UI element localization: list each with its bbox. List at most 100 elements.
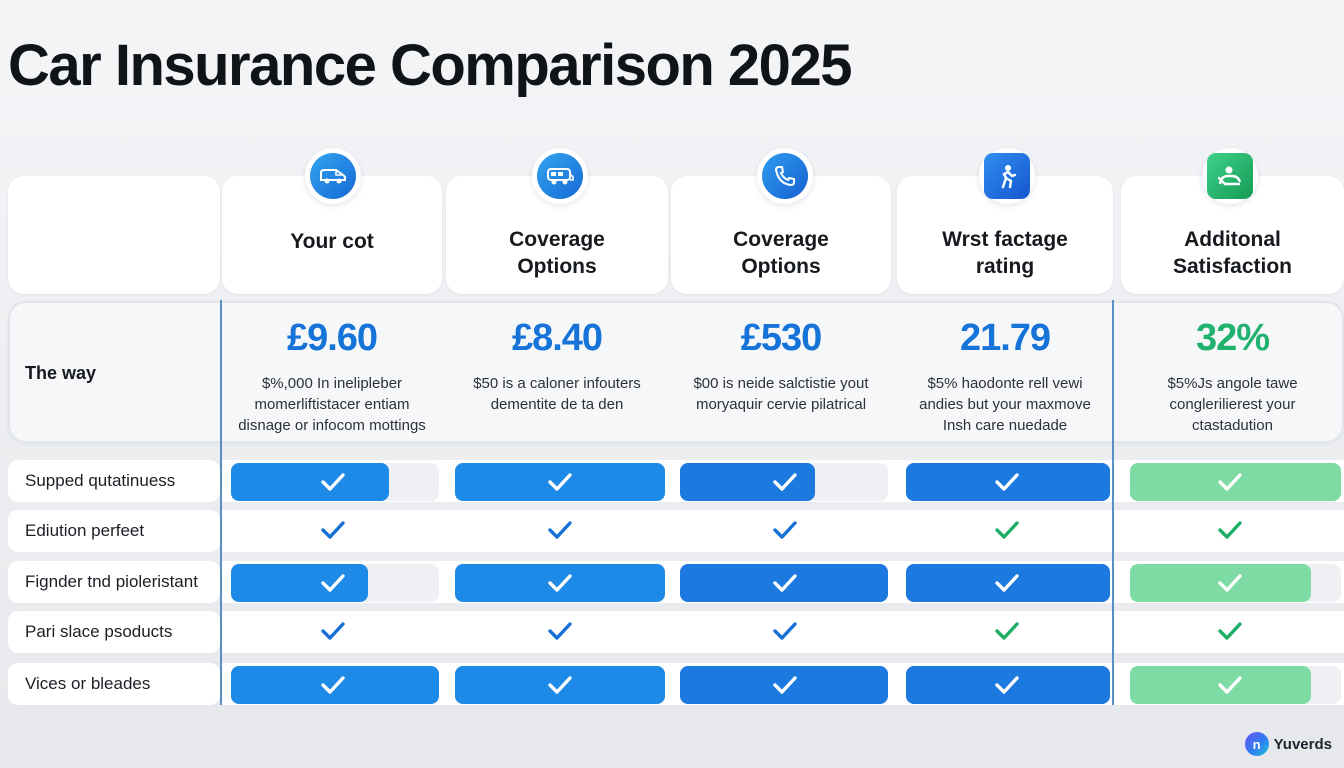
level-bar-fill	[906, 463, 1110, 501]
check-icon	[994, 519, 1020, 541]
price-value: 32%	[1195, 317, 1270, 359]
check-icon	[1217, 674, 1243, 696]
comparison-cell[interactable]	[906, 666, 1110, 704]
comparison-cell[interactable]	[680, 666, 888, 704]
column-header-line: Wrst factage	[942, 228, 1068, 251]
level-bar-fill	[680, 666, 888, 704]
level-bar-fill	[455, 564, 665, 602]
van-icon	[310, 153, 356, 199]
level-bar-fill	[680, 463, 815, 501]
camper-van-icon	[537, 153, 583, 199]
row-label: Fignder tnd pioleristant	[8, 561, 220, 603]
column-header-line: Your cot	[290, 230, 374, 253]
level-bar-fill	[231, 463, 389, 501]
description-line: $00 is neide salctistie yout	[693, 375, 869, 392]
description-line: dementite de ta den	[490, 396, 624, 413]
check-icon	[772, 471, 798, 493]
level-bar-fill	[455, 666, 665, 704]
comparison-cell[interactable]	[455, 666, 665, 704]
column-header-title: Additonal Satisfaction	[1121, 226, 1344, 280]
column-header-title: Your cot	[222, 228, 442, 255]
price-value: 21.79	[959, 317, 1051, 359]
level-bar-fill	[231, 564, 368, 602]
comparison-cell[interactable]	[680, 463, 888, 501]
price-row-label: The way	[25, 363, 97, 383]
description-line: disnage or infocom mottings	[238, 417, 426, 434]
logo-mark: n	[1244, 732, 1269, 756]
column-header-line: Coverage	[733, 228, 829, 251]
comparison-cell[interactable]	[455, 564, 665, 602]
price-description: $%,000 In inelipleber momerliftistacer en…	[226, 373, 438, 436]
price-value: £530	[740, 317, 823, 359]
check-icon	[994, 572, 1020, 594]
page-title: Car Insurance Comparison 2025	[8, 33, 852, 98]
row-label: Pari slace psoducts	[8, 611, 220, 653]
description-line: andies but your maxmove	[919, 396, 1091, 413]
person-rating-icon	[984, 153, 1030, 199]
description-line: $5%Js angole tawe	[1167, 375, 1298, 392]
level-bar-fill	[906, 666, 1110, 704]
description-line: Insh care nuedade	[942, 417, 1068, 434]
check-icon	[320, 572, 346, 594]
check-icon	[1217, 471, 1243, 493]
check-icon	[547, 572, 573, 594]
header-corner-cell	[8, 176, 220, 294]
column-header-line: Options	[517, 255, 597, 278]
comparison-cell[interactable]	[906, 564, 1110, 602]
brand-logo: n Yuverds	[1244, 732, 1332, 756]
check-icon	[547, 620, 573, 642]
column-icon-badge	[1202, 148, 1258, 204]
check-icon	[320, 519, 346, 541]
column-header-title: Wrst factage rating	[897, 226, 1113, 280]
price-value: £8.40	[511, 317, 603, 359]
phone-support-icon	[762, 153, 808, 199]
check-icon	[1217, 620, 1243, 642]
check-icon	[772, 572, 798, 594]
price-description: $5% haodonte rell vewi andies but your ma…	[901, 373, 1109, 436]
check-icon	[994, 674, 1020, 696]
satisfaction-icon	[1207, 153, 1253, 199]
comparison-cell[interactable]	[906, 463, 1110, 501]
comparison-cell[interactable]	[455, 463, 665, 501]
column-icon-badge	[757, 148, 813, 204]
table-row	[222, 510, 1344, 552]
description-line: $%,000 In inelipleber	[261, 375, 403, 392]
column-header-title: Coverage Options	[671, 226, 891, 280]
table-row	[222, 611, 1344, 653]
level-bar-fill	[906, 564, 1110, 602]
row-label: Vices or bleades	[8, 663, 220, 705]
description-line: conglerilierest your	[1169, 396, 1296, 413]
check-icon	[1217, 572, 1243, 594]
price-row	[8, 301, 1344, 443]
description-line: moryaquir cervie pilatrical	[695, 396, 867, 413]
description-line: $50 is a caloner infouters	[473, 375, 641, 392]
column-icon-badge	[979, 148, 1035, 204]
description-line: $5% haodonte rell vewi	[927, 375, 1083, 392]
column-divider-left	[220, 300, 222, 705]
check-icon	[772, 620, 798, 642]
check-icon	[320, 620, 346, 642]
check-icon	[1217, 519, 1243, 541]
column-header-line: Additonal	[1184, 228, 1281, 251]
column-divider-right	[1112, 300, 1114, 705]
price-description: $00 is neide salctistie yout moryaquir ce…	[675, 373, 887, 415]
column-icon-badge	[532, 148, 588, 204]
check-icon	[772, 674, 798, 696]
row-label: Ediution perfeet	[8, 510, 220, 552]
check-icon	[994, 471, 1020, 493]
price-description: $50 is a caloner infouters dementite de t…	[450, 373, 664, 415]
level-bar-fill	[680, 564, 888, 602]
logo-text: Yuverds	[1273, 735, 1332, 753]
description-line: momerliftistacer entiam	[254, 396, 410, 413]
check-icon	[772, 519, 798, 541]
column-header-line: Coverage	[509, 228, 605, 251]
price-value: £9.60	[286, 317, 378, 359]
check-icon	[320, 674, 346, 696]
comparison-cell[interactable]	[680, 564, 888, 602]
price-description: $5%Js angole tawe conglerilierest your cta…	[1125, 373, 1340, 436]
column-icon-badge	[305, 148, 361, 204]
check-icon	[994, 620, 1020, 642]
column-header-line: Satisfaction	[1172, 255, 1293, 278]
check-icon	[547, 674, 573, 696]
description-line: ctastadution	[1192, 417, 1273, 434]
